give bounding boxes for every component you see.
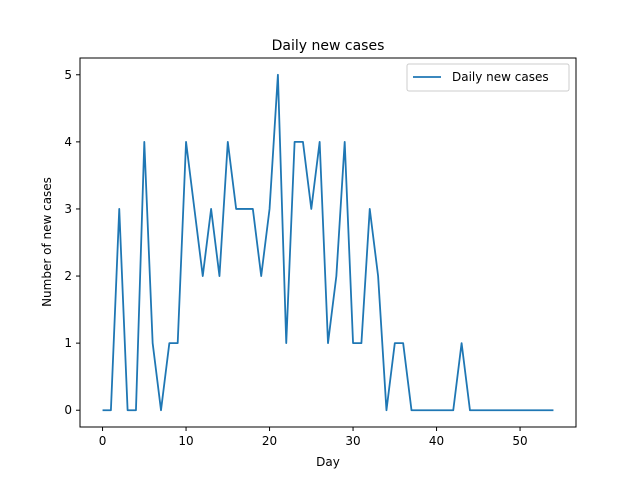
series-line-0 [102,73,554,412]
chart-title: Daily new cases [272,38,385,54]
legend-label: Daily new cases [452,70,549,84]
x-axis-ticks: 0 10 20 30 40 50 [99,427,528,448]
legend-box [406,63,570,92]
y-axis-label: Number of new cases [40,177,54,307]
x-tick-label: 50 [512,434,527,448]
x-axis-label: Day [316,455,340,469]
legend: Daily new cases [406,63,570,92]
plot-frame [79,57,577,428]
y-tick-label: 2 [64,269,72,283]
x-tick-label: 20 [262,434,277,448]
x-tick-label: 0 [99,434,107,448]
y-tick-label: 4 [64,135,72,149]
y-tick-label: 1 [64,336,72,350]
y-tick-label: 3 [64,202,72,216]
plot-area: 0 10 20 30 40 50 0 1 2 3 4 5 [64,57,577,448]
y-tick-label: 0 [64,403,72,417]
y-tick-label: 5 [64,68,72,82]
series-layer [102,73,554,412]
x-tick-label: 30 [345,434,360,448]
x-tick-label: 10 [178,434,193,448]
y-axis-ticks: 0 1 2 3 4 5 [64,68,80,417]
x-tick-label: 40 [429,434,444,448]
